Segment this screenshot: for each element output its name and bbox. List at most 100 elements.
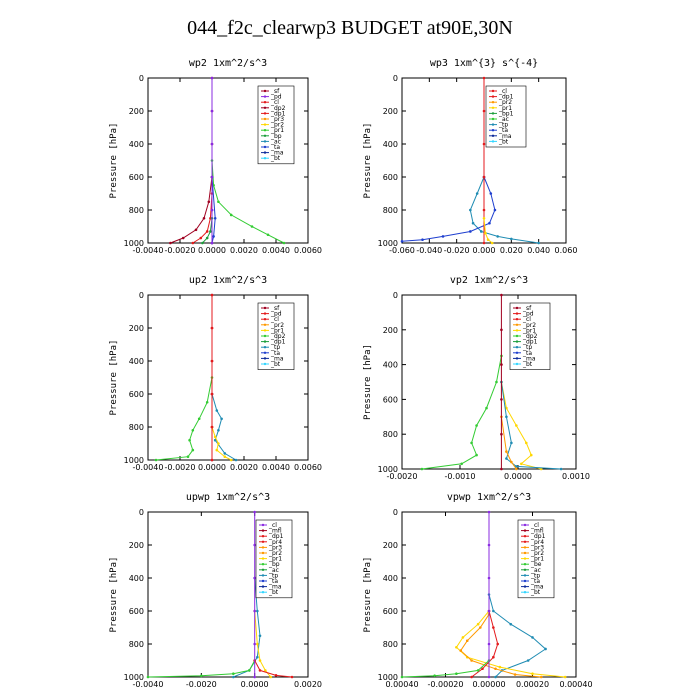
legend-marker (523, 557, 527, 560)
series-point (475, 453, 478, 457)
y-axis-label: Pressure [hPa] (109, 123, 119, 199)
legend-marker (515, 312, 519, 315)
series-line-pr1 (211, 160, 285, 244)
legend-marker (515, 340, 519, 343)
legend-label: _dp1 (268, 533, 284, 540)
series-point (559, 467, 563, 471)
y-tick-label: 800 (129, 423, 144, 432)
legend-label: _pd (522, 311, 534, 318)
series-point (487, 543, 491, 547)
series-point (186, 455, 190, 459)
x-tick-label: 0.000 (473, 246, 496, 255)
series-line-ta (211, 176, 216, 244)
y-tick-label: 800 (129, 640, 144, 649)
series-point (494, 667, 497, 671)
legend-marker (263, 357, 267, 360)
series-point (496, 642, 500, 646)
series-point (199, 236, 203, 240)
series-point (194, 228, 198, 232)
legend-label: _ma (270, 150, 284, 157)
legend-label: _ta (522, 350, 532, 357)
legend-marker (261, 535, 265, 538)
legend-label: _sf (270, 305, 280, 312)
series-point (500, 467, 503, 471)
series-point (505, 415, 508, 419)
legend-label: _dp2 (270, 105, 286, 112)
series-point (210, 175, 214, 179)
legend-label: _tp (522, 344, 532, 351)
series-point (482, 175, 486, 179)
legend-marker (491, 89, 495, 93)
series-point (181, 236, 185, 240)
series-point (544, 647, 547, 651)
series-point (207, 200, 211, 204)
y-tick-label: 800 (129, 206, 144, 215)
series-point (482, 216, 486, 220)
series-point (487, 510, 491, 514)
series-point (461, 636, 465, 639)
series-point (217, 429, 220, 432)
series-point (485, 406, 488, 410)
x-tick-label: 0.00020 (516, 680, 549, 689)
series-point (188, 438, 191, 442)
series-point (470, 441, 473, 445)
legend-label: _cl (522, 316, 531, 323)
series-point (493, 208, 497, 212)
legend-label: _cl (530, 522, 539, 529)
legend-label: _ac (270, 138, 281, 145)
legend-label: _cl (270, 99, 279, 106)
legend-marker (261, 585, 265, 588)
series-point (498, 665, 502, 669)
series-point (253, 543, 256, 547)
legend-label: _sf (270, 88, 280, 95)
series-point (563, 675, 567, 679)
series-point (500, 432, 503, 436)
series-point (459, 649, 463, 652)
series-point (505, 457, 508, 460)
legend-marker (515, 346, 519, 349)
y-tick-label: 0 (393, 74, 398, 83)
series-point (212, 235, 215, 238)
series-point (487, 642, 491, 646)
panel-3: up2 1xm^2/s^3 Pressure [hPa] 0 200 400 600 800… (109, 275, 322, 472)
legend-marker (491, 117, 495, 121)
series-point (229, 213, 233, 217)
legend-marker (491, 95, 495, 98)
series-point (213, 435, 217, 439)
series-point (455, 672, 458, 675)
y-tick-label: 200 (383, 107, 398, 116)
series-point (205, 400, 209, 404)
panel-5: upwp 1xm^2/s^3 Pressure [hPa] 0 200 400 600 80… (109, 492, 322, 689)
series-point (505, 450, 508, 453)
legend-label: _tp (498, 122, 508, 129)
legend-label: _pd (270, 311, 282, 318)
series-point (223, 455, 227, 459)
x-tick-label: 0.00000 (472, 680, 505, 689)
x-tick-label: 0.060 (555, 246, 578, 255)
series-point (213, 216, 217, 220)
legend-marker (523, 546, 527, 549)
legend-marker (523, 579, 527, 583)
series-point (210, 458, 214, 462)
x-tick-label: 0.0000 (241, 680, 269, 689)
y-tick-label: 1000 (378, 239, 398, 248)
series-point (509, 622, 513, 626)
plot-frame (147, 294, 309, 461)
panel-title: up2 1xm^2/s^3 (189, 275, 267, 286)
series-point (484, 231, 487, 235)
series-line-dp1 (254, 660, 293, 678)
x-tick-label: 0.0000 (198, 246, 226, 255)
y-tick-label: 800 (383, 206, 398, 215)
legend-label: _ta (270, 144, 280, 151)
x-tick-label: 0.0040 (262, 246, 290, 255)
panel-2: wp3 1xm^{3} s^{-4} Pressure [hPa] 0 200 400 6… (363, 58, 577, 255)
legend-label: _dp2 (522, 333, 538, 340)
series-line-dp1 (421, 355, 502, 470)
series-point (487, 576, 491, 580)
legend-marker (263, 329, 267, 332)
legend-marker (491, 106, 495, 110)
legend-marker (263, 123, 267, 126)
legend-marker (523, 535, 527, 538)
x-tick-label: 0.020 (500, 246, 523, 255)
legend-marker (263, 134, 267, 137)
